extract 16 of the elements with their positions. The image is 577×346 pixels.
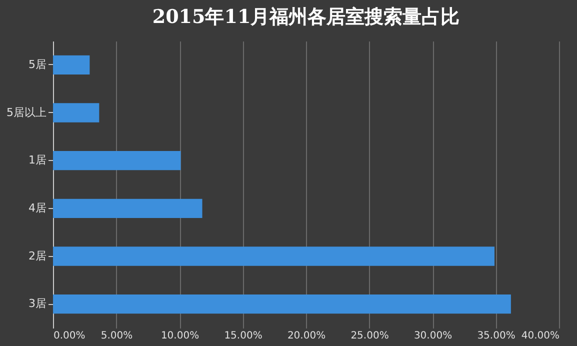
x-tick-label: 40.00%: [521, 330, 560, 342]
chart-title: 2015年11月福州各居室搜索量占比: [152, 6, 460, 28]
y-tick-label: 1居: [28, 154, 46, 167]
x-tick-label: 25.00%: [350, 330, 389, 342]
x-tick-label: 10.00%: [160, 330, 200, 342]
y-tick-label: 5居以上: [6, 106, 46, 119]
x-tick-label: 5.00%: [100, 330, 133, 342]
x-tick-label: 0.00%: [54, 330, 86, 342]
x-tick-label: 15.00%: [224, 330, 262, 342]
y-tick-label: 2居: [28, 249, 46, 262]
y-tick-label: 4居: [28, 201, 46, 214]
y-tick-label: 5居: [28, 58, 46, 71]
x-tick-label: 35.00%: [477, 330, 516, 342]
x-tick-label: 20.00%: [287, 330, 326, 342]
y-tick-label: 3居: [28, 297, 46, 310]
x-tick-label: 30.00%: [414, 330, 452, 342]
